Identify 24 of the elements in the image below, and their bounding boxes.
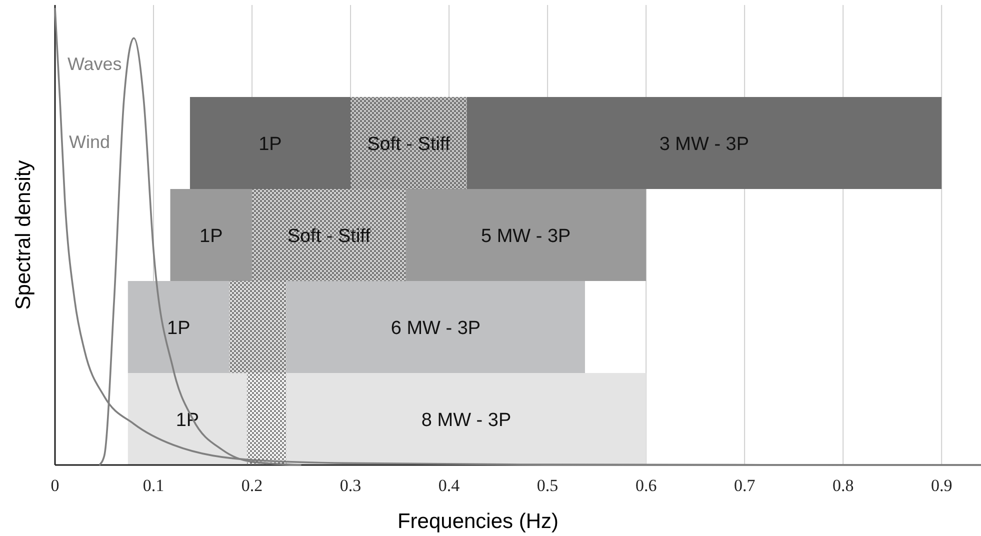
series-label: 1P	[176, 410, 200, 431]
x-tick-label: 0.1	[142, 476, 164, 496]
x-tick-label: 0.2	[241, 476, 263, 496]
x-tick-label: 0	[50, 476, 60, 496]
series-label: 8 MW - 3P	[421, 410, 512, 431]
series-label: 6 MW - 3P	[390, 318, 481, 339]
y-axis-title: Spectral density	[12, 160, 35, 310]
x-tick-label: 0.8	[832, 476, 854, 496]
series-label: 3 MW - 3P	[659, 134, 750, 155]
x-tick-label: 0.7	[734, 476, 756, 496]
series-label: Soft - Stiff	[367, 134, 451, 155]
series-label: 1P	[258, 134, 282, 155]
x-tick-label: 0.4	[438, 476, 460, 496]
series-label: Wind	[69, 132, 110, 152]
x-tick-label: 0.5	[536, 476, 558, 496]
x-tick-label: 0.9	[930, 476, 952, 496]
x-tick-label: 0.6	[635, 476, 657, 496]
series-label: 5 MW - 3P	[481, 226, 571, 247]
series-label: Waves	[67, 54, 122, 74]
x-tick-label: 0.3	[340, 476, 362, 496]
series-label: 1P	[200, 226, 223, 247]
x-axis-title: Frequencies (Hz)	[397, 510, 559, 533]
series-label: Soft - Stiff	[287, 226, 372, 247]
series-label: 1P	[167, 318, 190, 339]
